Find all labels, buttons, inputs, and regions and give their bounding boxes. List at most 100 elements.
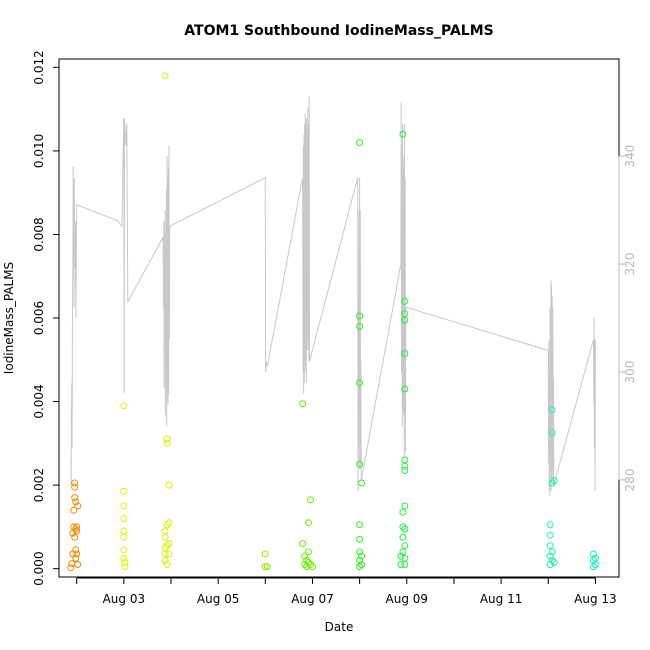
data-point — [399, 130, 407, 138]
data-point — [358, 479, 366, 487]
data-point — [356, 460, 364, 468]
data-point — [548, 479, 556, 487]
data-point — [165, 550, 173, 558]
data-point — [401, 467, 409, 474]
data-point — [161, 533, 169, 541]
data-point — [120, 402, 128, 410]
data-point — [401, 561, 409, 568]
y-tick-label: 0.006 — [32, 301, 46, 335]
y2-tick-label: 300 — [623, 361, 637, 384]
data-point — [591, 561, 599, 568]
data-point — [121, 563, 129, 571]
data-point — [67, 564, 75, 572]
data-point — [356, 322, 364, 330]
data-point — [161, 72, 169, 80]
data-point — [163, 439, 171, 447]
data-point — [550, 558, 558, 566]
plot-frame — [58, 58, 620, 578]
data-point — [356, 535, 364, 543]
data-point — [309, 563, 316, 571]
secondary-series-layer — [70, 96, 597, 497]
x-tick-label: Aug 09 — [386, 592, 429, 606]
secondary-series-line — [70, 96, 597, 497]
data-point — [305, 548, 312, 556]
data-point — [71, 533, 79, 541]
data-point — [548, 556, 556, 564]
data-point — [73, 550, 81, 558]
data-point — [74, 561, 82, 568]
x-tick-label: Aug 13 — [574, 592, 617, 606]
data-point — [261, 550, 269, 558]
data-point — [68, 560, 76, 568]
data-point — [399, 508, 407, 516]
x-tick-label: Aug 07 — [291, 592, 334, 606]
data-point — [546, 561, 554, 568]
data-point — [401, 502, 409, 510]
data-point — [356, 521, 364, 529]
data-points-layer — [67, 72, 599, 572]
data-point — [356, 548, 364, 556]
data-point — [120, 533, 128, 541]
y-tick-label: 0.004 — [32, 384, 46, 418]
data-point — [590, 563, 597, 571]
data-point — [72, 498, 80, 506]
x-tick-label: Aug 11 — [480, 592, 523, 606]
data-point — [120, 546, 128, 554]
data-point — [165, 481, 173, 489]
x-tick-label: Aug 03 — [103, 592, 146, 606]
data-point — [161, 556, 169, 564]
y-axis-left: 0.000 0.002 0.004 0.006 0.008 0.010 0.012 — [32, 50, 60, 586]
data-point — [305, 519, 312, 527]
y-tick-label: 0.002 — [32, 468, 46, 502]
data-point — [546, 542, 554, 550]
data-point — [356, 563, 364, 571]
data-point — [73, 527, 81, 535]
data-point — [356, 312, 364, 320]
data-point — [163, 542, 171, 550]
data-point — [71, 479, 79, 487]
data-point — [550, 477, 558, 485]
data-point — [399, 523, 407, 531]
data-point — [72, 554, 80, 562]
data-point — [120, 487, 128, 495]
data-point — [161, 527, 169, 535]
data-point — [401, 350, 409, 357]
data-point — [71, 494, 79, 502]
data-point — [356, 379, 364, 387]
data-point — [163, 561, 171, 568]
data-point — [358, 561, 366, 568]
data-point — [299, 400, 307, 408]
y-tick-label: 0.000 — [32, 551, 46, 585]
data-point — [546, 521, 554, 529]
y-tick-label: 0.008 — [32, 217, 46, 251]
data-point — [307, 496, 314, 504]
data-point — [71, 483, 79, 491]
data-point — [546, 531, 554, 539]
data-point — [356, 139, 364, 146]
data-point — [165, 519, 173, 527]
y2-tick-label: 340 — [623, 145, 637, 168]
data-point — [401, 297, 409, 305]
data-point — [120, 515, 128, 522]
data-point — [397, 552, 405, 560]
data-point — [72, 546, 80, 554]
data-point — [401, 316, 409, 324]
data-point — [305, 558, 312, 566]
data-point — [548, 548, 556, 556]
data-point — [165, 540, 173, 548]
y2-tick-label: 280 — [623, 468, 637, 491]
data-point — [121, 558, 129, 566]
y-tick-label: 0.012 — [32, 50, 46, 84]
data-point — [120, 502, 128, 510]
data-point — [301, 552, 309, 560]
data-point — [120, 554, 128, 562]
data-point — [73, 523, 81, 531]
x-axis-label: Date — [325, 620, 354, 634]
x-axis: Aug 03 Aug 05 Aug 07 Aug 09 Aug 11 Aug 13 — [76, 577, 617, 606]
data-point — [163, 521, 171, 529]
data-point — [399, 548, 407, 556]
x-tick-label: Aug 05 — [197, 592, 240, 606]
data-point — [263, 563, 271, 571]
data-point — [401, 385, 409, 393]
